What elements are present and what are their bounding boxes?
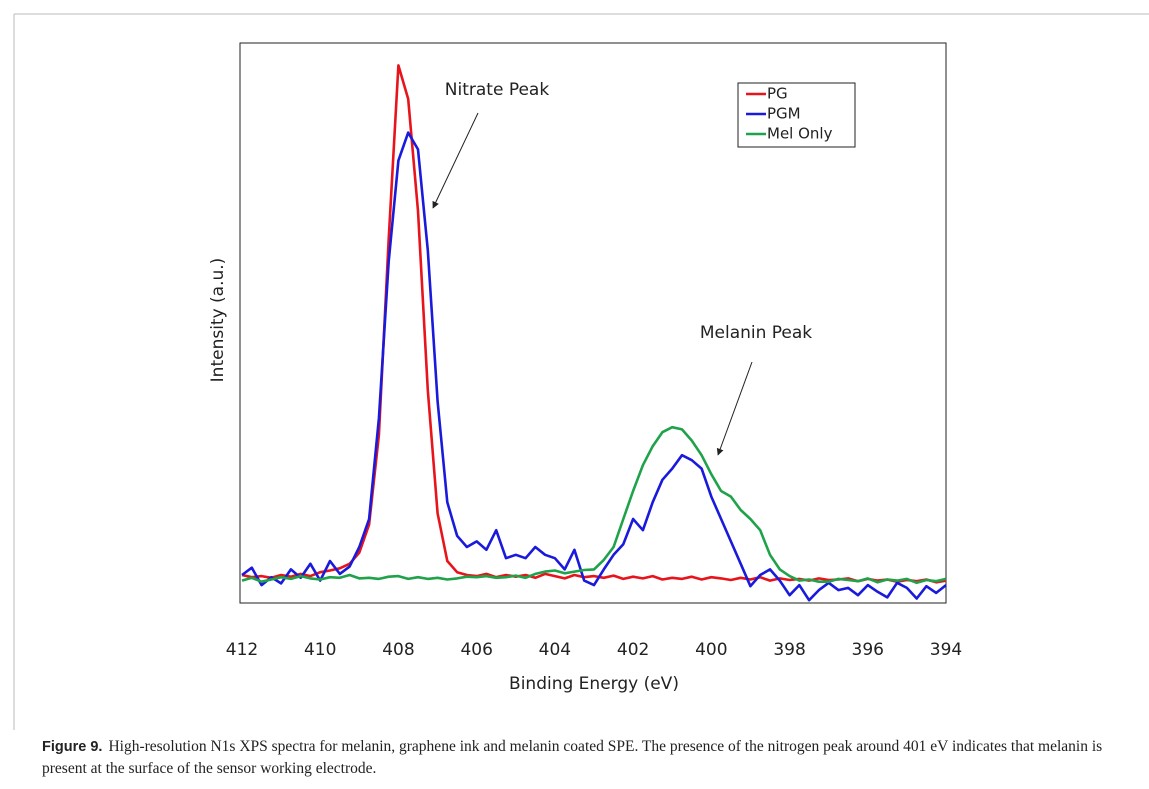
- x-tick-label: 404: [539, 640, 571, 660]
- x-axis-title: Binding Energy (eV): [509, 674, 679, 694]
- x-tick-label: 400: [695, 640, 727, 660]
- x-tick-label: 402: [617, 640, 649, 660]
- legend-label: PGM: [767, 105, 801, 123]
- series-line: [241, 64, 947, 584]
- caption-label: Figure 9.: [42, 739, 103, 755]
- plot-area: [239, 42, 947, 604]
- x-tick-label: 394: [930, 640, 962, 660]
- x-tick-label: 412: [226, 640, 258, 660]
- annotation-arrow: [716, 361, 753, 456]
- legend-label: Mel Only: [767, 125, 833, 143]
- x-tick-label: 406: [460, 640, 492, 660]
- caption-text: High-resolution N1s XPS spectra for mela…: [42, 738, 1103, 777]
- x-tick-label: 410: [304, 640, 336, 660]
- x-tick-label: 396: [852, 640, 884, 660]
- x-tick-label: 408: [382, 640, 414, 660]
- annotation: Nitrate Peak: [445, 80, 550, 100]
- annotation: Melanin Peak: [700, 323, 812, 343]
- series-line: [241, 425, 947, 585]
- chart: Binding Energy (eV) Intensity (a.u.) 412…: [13, 13, 1149, 730]
- annotation-arrow: [432, 112, 479, 209]
- x-tick-label: 398: [773, 640, 805, 660]
- caption: Figure 9. High-resolution N1s XPS spectra…: [42, 736, 1132, 779]
- series-line: [241, 131, 947, 602]
- y-axis-title: Intensity (a.u.): [208, 258, 228, 383]
- legend-label: PG: [767, 85, 788, 103]
